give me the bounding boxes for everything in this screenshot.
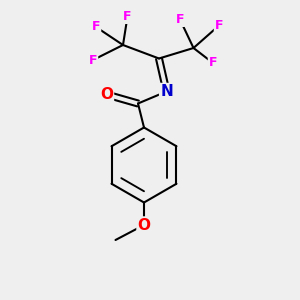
Text: F: F — [89, 53, 97, 67]
Text: F: F — [176, 13, 184, 26]
Text: F: F — [209, 56, 217, 70]
Text: O: O — [100, 87, 113, 102]
Text: O: O — [137, 218, 151, 232]
Text: F: F — [92, 20, 100, 34]
Text: N: N — [160, 84, 173, 99]
Text: F: F — [215, 19, 223, 32]
Text: F: F — [123, 10, 132, 23]
